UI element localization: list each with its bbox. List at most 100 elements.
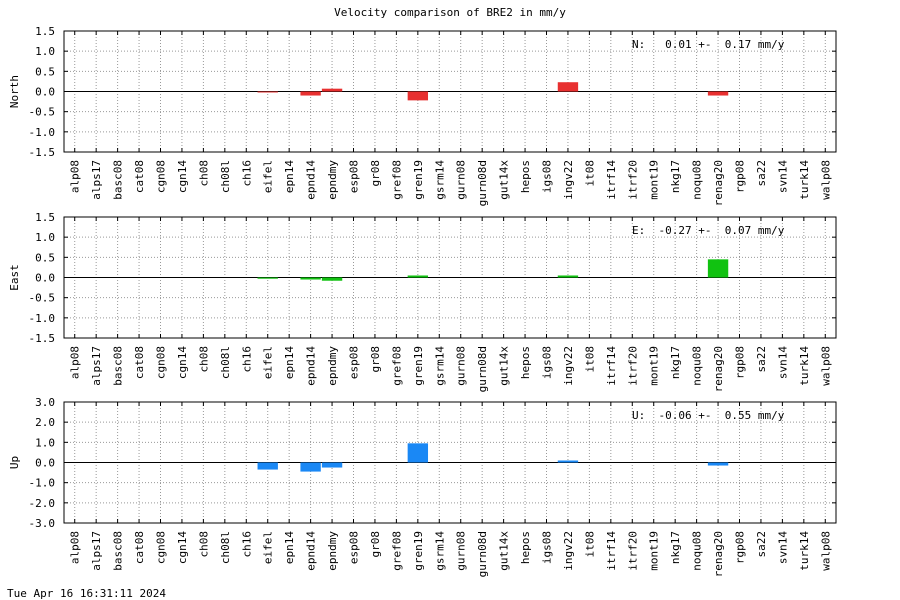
x-tick-label: igs08	[541, 346, 554, 379]
velocity-annotation: N: 0.01 +- 0.17 mm/y	[632, 38, 785, 51]
y-axis-label: North	[8, 75, 21, 108]
x-tick-label: mont19	[648, 346, 661, 386]
x-tick-label: mont19	[648, 160, 661, 200]
x-tick-label: ch08	[197, 531, 210, 558]
x-tick-label: cgn08	[155, 531, 168, 564]
x-tick-label: gurn08	[455, 346, 468, 386]
x-tick-label: esp08	[348, 531, 361, 564]
bar-epnd14	[300, 277, 321, 280]
y-tick-label: -1.0	[29, 126, 56, 139]
x-tick-label: cat08	[133, 531, 146, 564]
x-tick-label: gsrm14	[433, 531, 446, 571]
y-tick-label: 3.0	[35, 396, 55, 409]
bar-epnd14	[300, 462, 321, 472]
x-tick-label: hepos	[519, 160, 532, 193]
x-tick-label: eifel	[262, 160, 275, 193]
velocity-annotation: U: -0.06 +- 0.55 mm/y	[632, 409, 785, 422]
y-tick-label: -0.5	[29, 106, 56, 119]
chart-title: Velocity comparison of BRE2 in mm/y	[334, 6, 566, 19]
y-tick-label: -1.0	[29, 477, 56, 490]
x-tick-label: hepos	[519, 531, 532, 564]
bar-renag20	[707, 259, 729, 278]
bar-gren19	[407, 275, 429, 278]
x-tick-label: alp08	[69, 160, 82, 193]
x-tick-label: gref08	[390, 160, 403, 200]
panel-up: 3.0 2.0 1.0 0.0 -1.0 -2.0 -3.0 alp08 alps17 basc0…	[8, 396, 837, 577]
x-tick-label: basc08	[112, 346, 125, 386]
x-tick-label: it08	[583, 346, 596, 373]
x-tick-label: cgn08	[155, 160, 168, 193]
x-tick-label: itrf20	[626, 531, 639, 571]
x-tick-label: turk14	[798, 346, 811, 386]
x-tick-label: ch08	[197, 346, 210, 373]
x-tick-label: sa22	[755, 531, 768, 558]
x-tick-label: ch08l	[219, 531, 232, 564]
x-tick-label: walp08	[819, 346, 832, 386]
bar-epnd14	[300, 91, 321, 96]
x-tick-label: gurn08d	[476, 160, 489, 206]
x-tick-label: epnd14	[305, 160, 318, 200]
bar-epndmy	[321, 462, 343, 468]
x-tick-label: renag20	[712, 160, 725, 206]
plot-frame	[63, 30, 837, 153]
x-tick-label: noqu08	[691, 160, 704, 200]
y-tick-label: 1.5	[35, 211, 55, 224]
x-tick-label: gr08	[369, 531, 382, 558]
y-tick-label: 1.0	[35, 45, 55, 58]
x-tick-label: gren19	[412, 531, 425, 571]
x-tick-label: turk14	[798, 531, 811, 571]
y-axis-label: Up	[8, 456, 21, 469]
x-tick-label: renag20	[712, 346, 725, 392]
x-tick-label: gurn08	[455, 531, 468, 571]
x-tick-label: gurn08d	[476, 346, 489, 392]
x-tick-label: itrf20	[626, 346, 639, 386]
x-tick-label: ingv22	[562, 531, 575, 571]
plot-frame	[63, 216, 837, 339]
x-tick-label: epndmy	[326, 160, 339, 200]
bar-gren19	[407, 443, 429, 463]
y-tick-label: -0.5	[29, 292, 56, 305]
y-tick-label: -1.0	[29, 312, 56, 325]
y-tick-label: 0.5	[35, 251, 55, 264]
x-tick-label: itrf14	[605, 531, 618, 571]
panel-north: 1.5 1.0 0.5 0.0 -0.5 -1.0 -1.5 alp08 alps17 basc0…	[8, 25, 837, 206]
x-tick-label: epn14	[283, 346, 296, 379]
bar-ingv22	[557, 82, 579, 92]
x-tick-label: hepos	[519, 346, 532, 379]
x-tick-label: cgn08	[155, 346, 168, 379]
x-tick-label: cgn14	[176, 346, 189, 379]
y-tick-label: -1.5	[29, 146, 56, 159]
x-tick-label: alps17	[90, 346, 103, 386]
y-tick-label: 1.5	[35, 25, 55, 38]
x-tick-label: gurn08d	[476, 531, 489, 577]
x-tick-label: ch16	[240, 160, 253, 187]
x-tick-label: ch08l	[219, 346, 232, 379]
x-tick-label: gr08	[369, 160, 382, 187]
x-tick-label: eifel	[262, 531, 275, 564]
x-tick-label: gut14x	[498, 531, 511, 571]
x-tick-label: cgn14	[176, 531, 189, 564]
x-tick-label: walp08	[819, 531, 832, 571]
x-tick-label: svn14	[776, 160, 789, 193]
x-tick-label: ch16	[240, 346, 253, 373]
x-tick-label: epnd14	[305, 531, 318, 571]
y-tick-label: -1.5	[29, 332, 56, 345]
x-tick-label: alps17	[90, 531, 103, 571]
x-tick-label: epnd14	[305, 346, 318, 386]
x-tick-label: gr08	[369, 346, 382, 373]
x-tick-label: gurn08	[455, 160, 468, 200]
y-tick-label: 1.0	[35, 231, 55, 244]
x-tick-label: nkg17	[669, 346, 682, 379]
x-tick-label: itrf14	[605, 346, 618, 386]
y-axis-label: East	[8, 264, 21, 291]
x-tick-label: sa22	[755, 160, 768, 187]
x-tick-label: renag20	[712, 531, 725, 577]
x-tick-label: alp08	[69, 346, 82, 379]
velocity-annotation: E: -0.27 +- 0.07 mm/y	[632, 224, 785, 237]
y-tick-label: 2.0	[35, 416, 55, 429]
x-tick-label: walp08	[819, 160, 832, 200]
y-tick-label: 0.0	[35, 272, 55, 285]
x-tick-label: esp08	[348, 346, 361, 379]
x-tick-label: gsrm14	[433, 346, 446, 386]
